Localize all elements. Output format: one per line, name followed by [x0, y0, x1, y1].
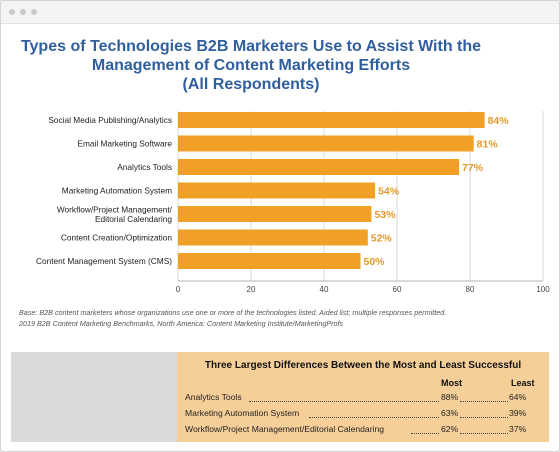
bar [178, 112, 485, 128]
row-label: Analytics Tools [185, 392, 242, 402]
differences-panel: Three Largest Differences Between the Mo… [11, 352, 549, 442]
row-label: Marketing Automation System [185, 408, 300, 418]
x-tick-label: 100 [536, 285, 550, 294]
table-row: Marketing Automation System 63% 39% [185, 408, 537, 421]
row-most-value: 62% [441, 424, 459, 434]
row-least-value: 37% [509, 424, 527, 434]
differences-table: Three Largest Differences Between the Mo… [177, 352, 549, 442]
bar [178, 159, 460, 175]
data-label: 52% [371, 233, 393, 245]
col-least-header: Least [511, 378, 535, 388]
row-most-value: 88% [441, 392, 459, 402]
table-row: Analytics Tools 88% 64% [185, 392, 537, 405]
chart-title-line-1: Types of Technologies B2B Marketers Use … [20, 38, 482, 55]
x-tick-label: 80 [466, 285, 475, 294]
base-note-line-2: 2019 B2B Content Marketing Benchmarks, N… [19, 319, 344, 328]
data-label: 54% [378, 186, 400, 198]
row-label: Workflow/Project Management/Editorial Ca… [185, 424, 385, 434]
data-label: 53% [374, 209, 396, 221]
bar [178, 135, 474, 152]
window-dot-icon[interactable] [31, 9, 37, 15]
category-label: Content Creation/Optimization [61, 233, 173, 243]
differences-title: Three Largest Differences Between the Mo… [204, 360, 522, 371]
bar [178, 182, 376, 199]
x-tick-label: 0 [176, 285, 181, 294]
dot-leader [249, 392, 439, 402]
window-dot-icon[interactable] [9, 9, 15, 15]
data-label: 81% [477, 139, 499, 151]
dot-leader [460, 424, 508, 434]
category-label: Workflow/Project Management/ [57, 204, 173, 214]
category-label: Analytics Tools [117, 162, 172, 172]
category-label: Marketing Automation System [62, 186, 172, 196]
dot-leader [411, 424, 439, 434]
bar [178, 253, 361, 269]
chart-title-line-2: Management of Content Marketing Efforts [91, 57, 411, 74]
data-label: 84% [488, 115, 510, 127]
dot-leader [460, 408, 508, 418]
category-label: Social Media Publishing/Analytics [48, 115, 172, 125]
data-label: 77% [462, 162, 484, 174]
x-tick-label: 40 [320, 285, 329, 294]
col-most-header: Most [441, 378, 462, 388]
data-label: 50% [364, 256, 386, 268]
window-dot-icon[interactable] [20, 9, 26, 15]
base-note: Base: B2B content marketers whose organi… [19, 307, 539, 329]
row-least-value: 64% [509, 392, 527, 402]
window-titlebar [1, 1, 559, 24]
table-row: Workflow/Project Management/Editorial Ca… [185, 424, 537, 437]
x-tick-label: 60 [393, 285, 402, 294]
bar-chart: 0 20 40 60 80 100 Social Media Publishing/Anal… [36, 111, 550, 294]
row-most-value: 63% [441, 408, 459, 418]
category-label: Editorial Calendaring [95, 214, 172, 224]
category-label: Email Marketing Software [77, 139, 172, 149]
x-tick-label: 20 [247, 285, 256, 294]
chart-title-line-3: (All Respondents) [182, 76, 320, 93]
category-label: Content Management System (CMS) [36, 256, 172, 266]
dot-leader [460, 392, 508, 402]
chart-title: Types of Technologies B2B Marketers Use … [1, 37, 501, 94]
row-least-value: 39% [509, 408, 527, 418]
bar [178, 206, 372, 222]
bar [178, 229, 368, 246]
panel-left-block [11, 352, 177, 442]
base-note-line-1: Base: B2B content marketers whose organi… [19, 308, 447, 317]
dot-leader [309, 408, 439, 418]
